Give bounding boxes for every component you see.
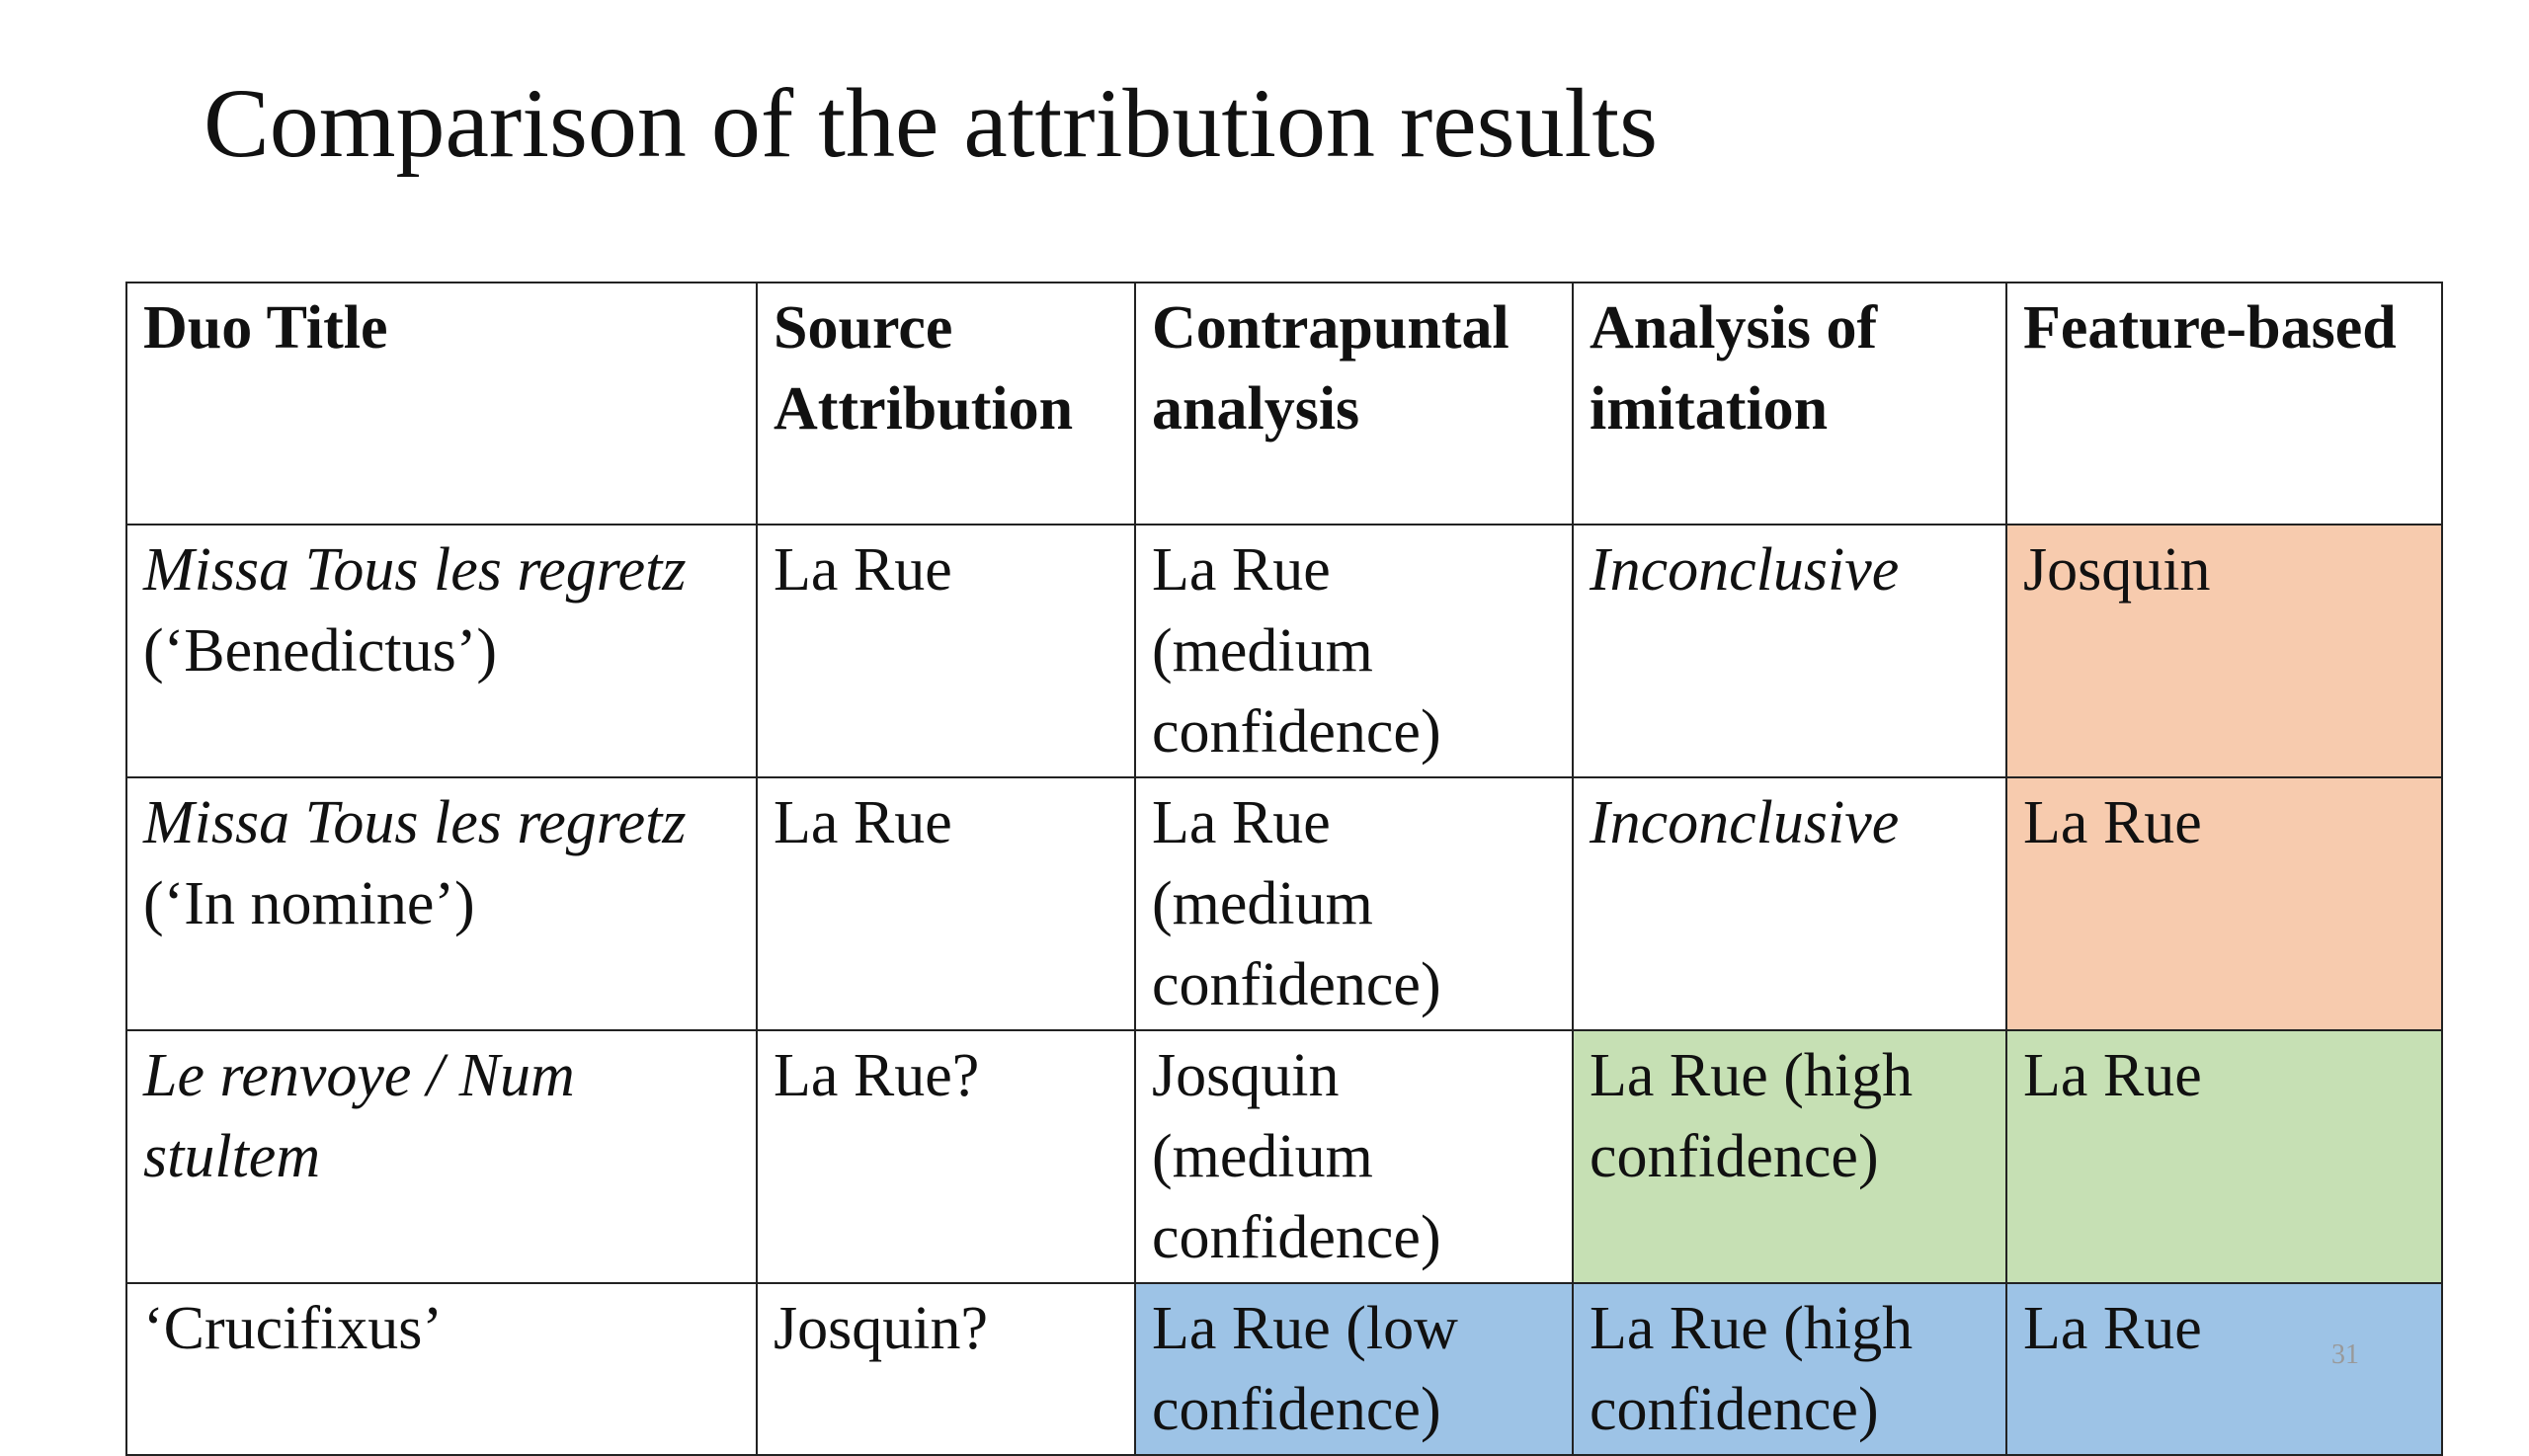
table-cell: La Rue — [2005, 1029, 2443, 1284]
table-cell: Josquin? — [756, 1282, 1136, 1456]
table-cell: La Rue — [756, 524, 1136, 778]
cell-text: Josquin? — [774, 1295, 988, 1362]
table-cell: La Rue — [2005, 1282, 2443, 1456]
table-cell: La Rue (low confidence) — [1134, 1282, 1574, 1456]
cell-text: confidence) — [1152, 1204, 1441, 1271]
cell-text: stultem — [143, 1123, 321, 1190]
cell-text: La Rue (high — [1590, 1042, 1914, 1109]
table-cell: Missa Tous les regretz (‘Benedictus’) — [125, 524, 758, 778]
header-cell: Duo Title — [125, 282, 758, 526]
table-row: Missa Tous les regretz (‘In nomine’) La Ru… — [125, 776, 2443, 1031]
cell-text: La Rue — [774, 536, 952, 604]
table-cell: ‘Crucifixus’ — [125, 1282, 758, 1456]
comparison-table: Duo Title Source Attribution Contrapuntal … — [125, 282, 2443, 1456]
table-cell: Josquin — [2005, 524, 2443, 778]
slide-title: Comparison of the attribution results — [204, 68, 1659, 178]
cell-text: (‘Benedictus’) — [143, 617, 498, 685]
table-cell: Missa Tous les regretz (‘In nomine’) — [125, 776, 758, 1031]
cell-text: confidence) — [1152, 698, 1441, 766]
cell-text: La Rue — [1152, 536, 1331, 604]
cell-text: Missa Tous les regretz — [143, 536, 687, 604]
table-cell: Le renvoye / Num stultem — [125, 1029, 758, 1284]
table-row: ‘Crucifixus’ Josquin? La Rue (low confidenc… — [125, 1282, 2443, 1456]
cell-text: (medium — [1152, 1123, 1373, 1190]
cell-text: confidence) — [1152, 951, 1441, 1018]
cell-text: ‘Crucifixus’ — [143, 1295, 444, 1362]
header-cell: Contrapuntal analysis — [1134, 282, 1574, 526]
table-cell: La Rue — [756, 776, 1136, 1031]
cell-text: (‘In nomine’) — [143, 870, 475, 937]
header-cell: Feature-based — [2005, 282, 2443, 526]
table-cell: La Rue — [2005, 776, 2443, 1031]
table-row: Missa Tous les regretz (‘Benedictus’) La R… — [125, 524, 2443, 778]
table-cell: La Rue (medium confidence) — [1134, 776, 1574, 1031]
header-cell: Source Attribution — [756, 282, 1136, 526]
header-cell: Analysis of imitation — [1572, 282, 2007, 526]
cell-text: La Rue (high — [1590, 1295, 1914, 1362]
cell-text: Missa Tous les regretz — [143, 789, 687, 856]
cell-text: confidence) — [1590, 1123, 1879, 1190]
header-row: Duo Title Source Attribution Contrapuntal … — [125, 282, 2443, 526]
cell-text: La Rue — [774, 789, 952, 856]
slide: Comparison of the attribution results Du… — [125, 68, 2443, 1456]
table-cell: Inconclusive — [1572, 524, 2007, 778]
cell-text: (medium — [1152, 617, 1373, 685]
table-cell: La Rue (medium confidence) — [1134, 524, 1574, 778]
cell-text: confidence) — [1590, 1376, 1879, 1443]
cell-text: La Rue — [2023, 789, 2202, 856]
cell-text: confidence) — [1152, 1376, 1441, 1443]
cell-text: Josquin — [1152, 1042, 1340, 1109]
page-number: 31 — [2331, 1339, 2359, 1370]
cell-text: (medium — [1152, 870, 1373, 937]
cell-text: Inconclusive — [1590, 536, 1900, 604]
cell-text: La Rue (low — [1152, 1295, 1458, 1362]
table-cell: La Rue (high confidence) — [1572, 1282, 2007, 1456]
cell-text: Le renvoye / Num — [143, 1042, 575, 1109]
table-cell: Inconclusive — [1572, 776, 2007, 1031]
cell-text: La Rue — [1152, 789, 1331, 856]
cell-text: Inconclusive — [1590, 789, 1900, 856]
cell-text: La Rue? — [774, 1042, 980, 1109]
cell-text: Josquin — [2023, 536, 2211, 604]
table-cell: La Rue? — [756, 1029, 1136, 1284]
table-cell: La Rue (high confidence) — [1572, 1029, 2007, 1284]
cell-text: La Rue — [2023, 1295, 2202, 1362]
cell-text: La Rue — [2023, 1042, 2202, 1109]
table-row: Le renvoye / Num stultem La Rue? Josquin (me… — [125, 1029, 2443, 1284]
table-cell: Josquin (medium confidence) — [1134, 1029, 1574, 1284]
